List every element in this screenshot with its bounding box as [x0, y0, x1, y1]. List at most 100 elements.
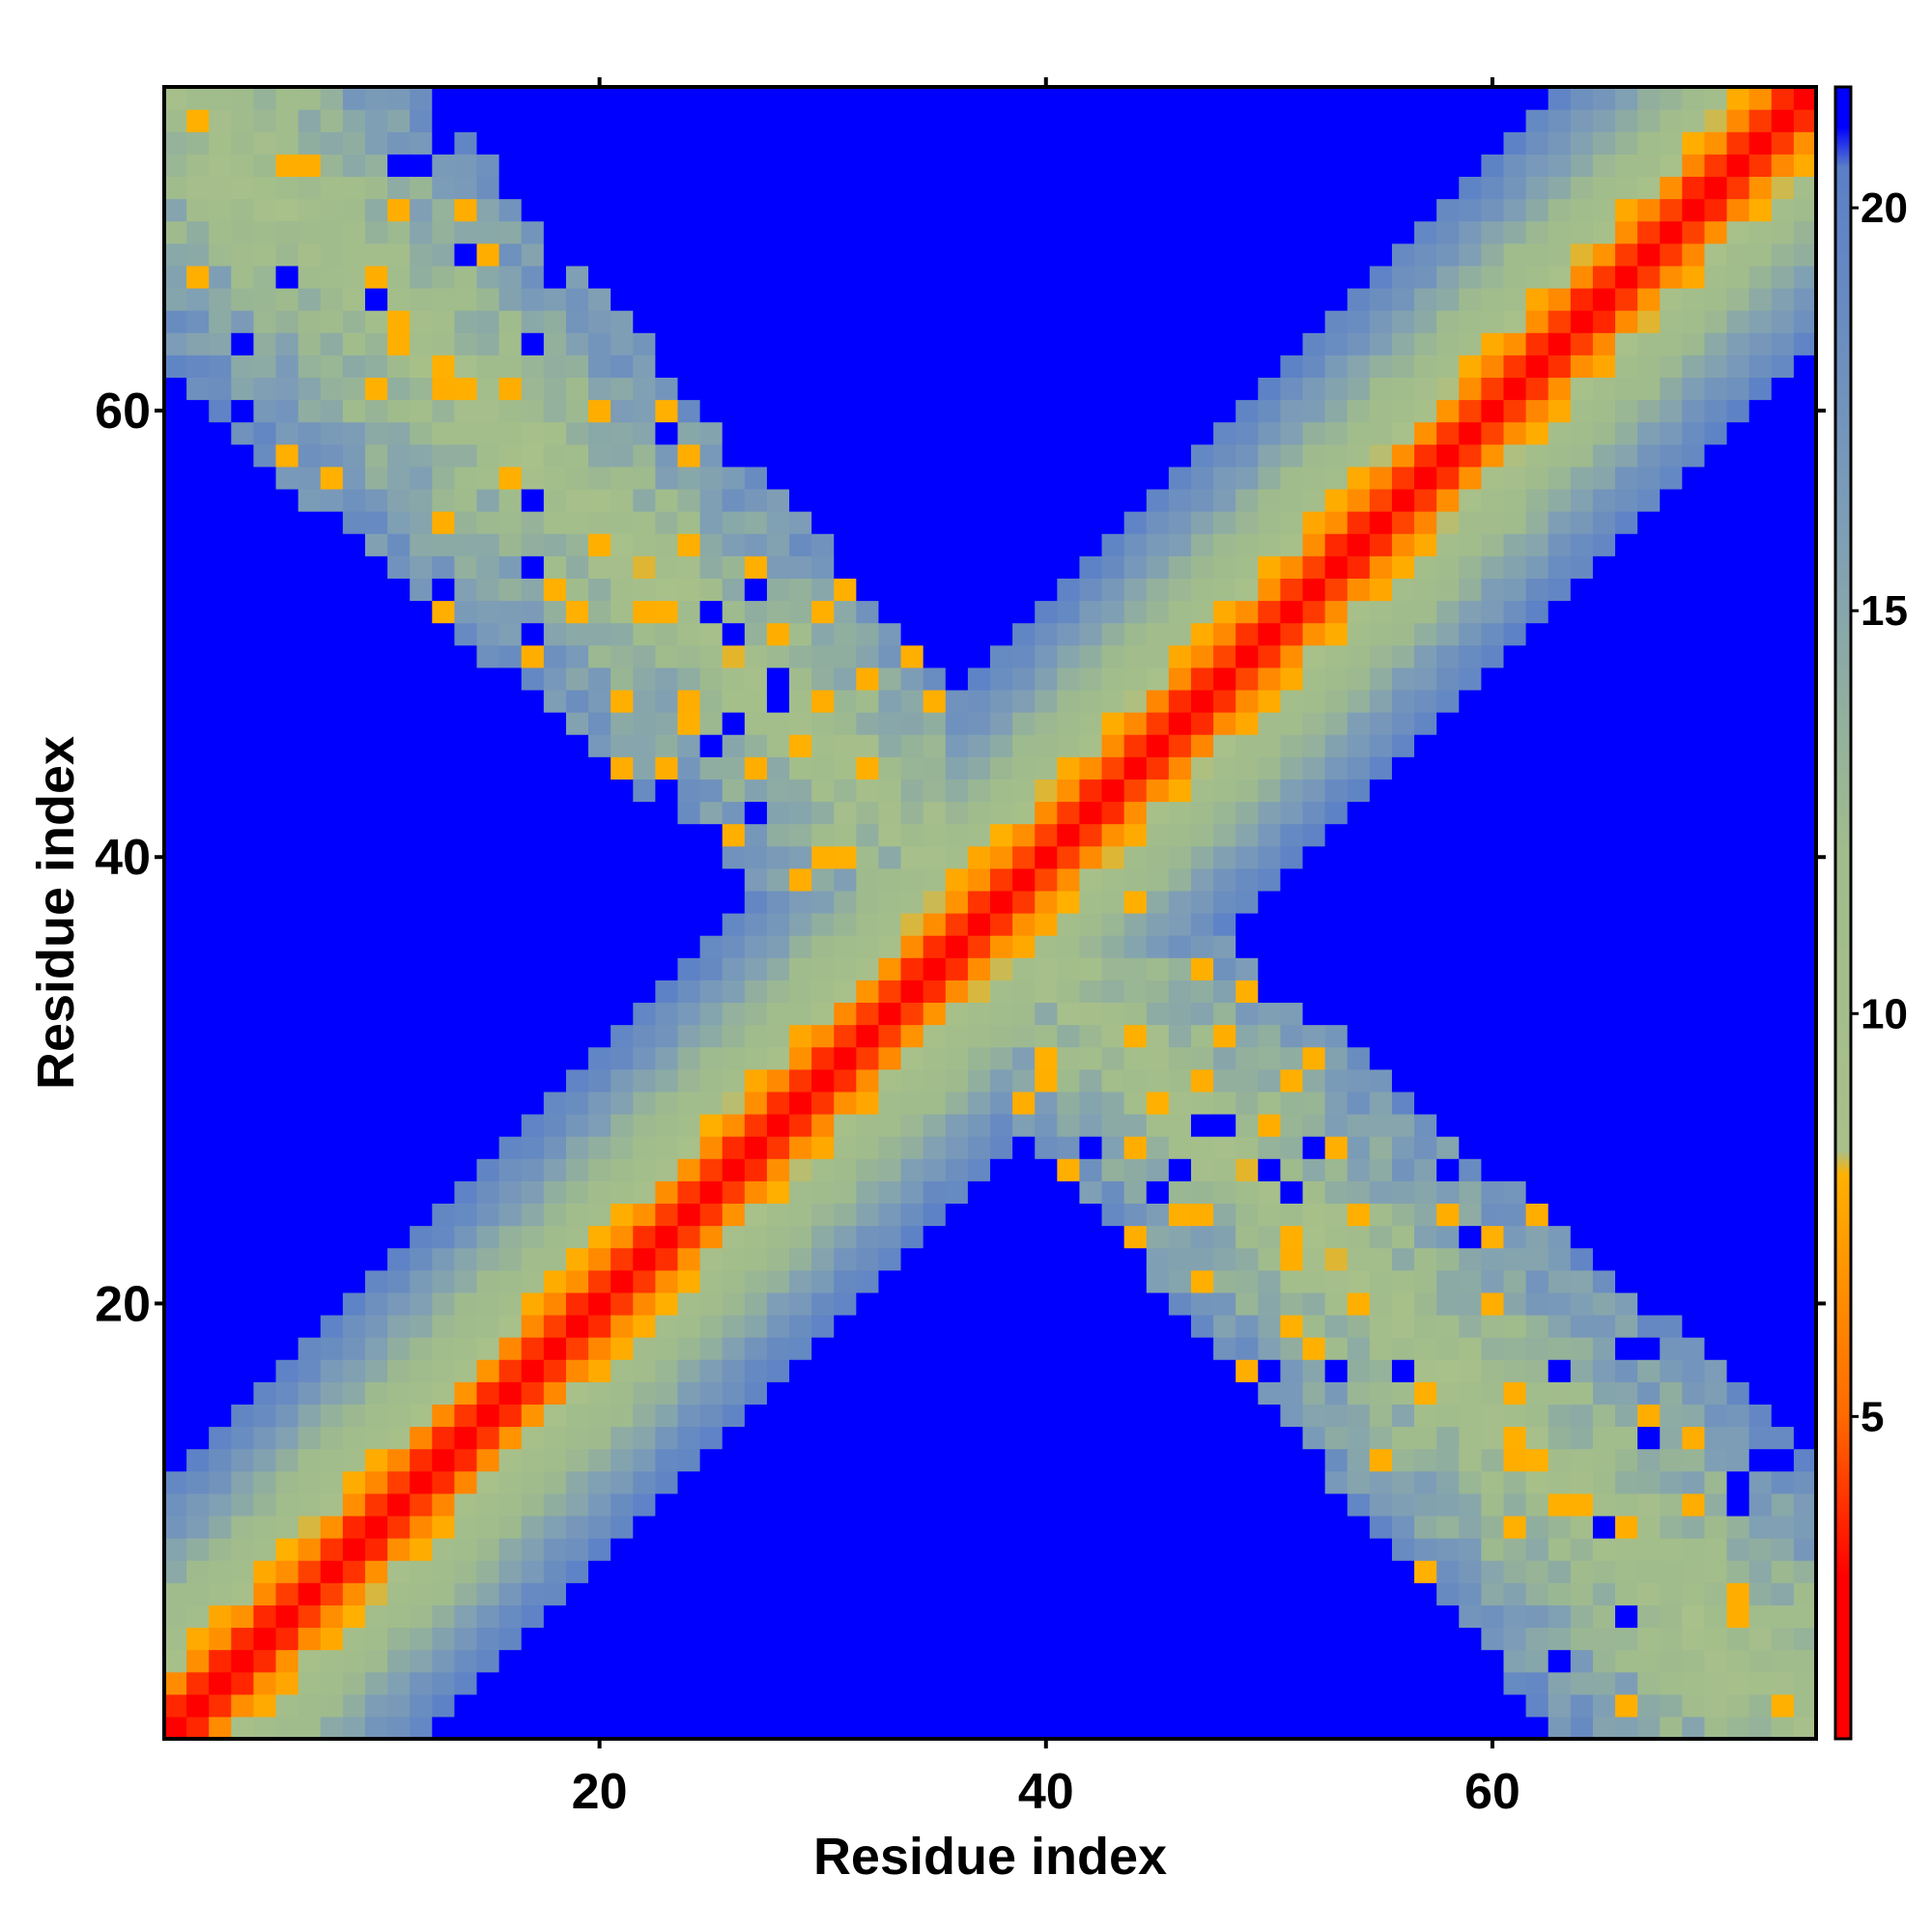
heatmap-cell: [342, 734, 366, 757]
heatmap-cell: [432, 242, 456, 267]
heatmap-cell: [1615, 220, 1638, 244]
heatmap-cell: [811, 1515, 835, 1539]
heatmap-cell: [298, 332, 322, 355]
heatmap-cell: [1637, 443, 1661, 468]
heatmap-cell: [521, 913, 545, 936]
heatmap-cell: [1012, 1292, 1036, 1316]
heatmap-cell: [1123, 310, 1148, 333]
heatmap-cell: [1258, 867, 1282, 892]
heatmap-cell: [432, 1292, 456, 1316]
heatmap-cell: [990, 1247, 1013, 1271]
heatmap-cell: [1123, 176, 1148, 200]
heatmap-cell: [967, 1693, 991, 1718]
heatmap-cell: [387, 779, 411, 803]
heatmap-cell: [320, 1426, 344, 1450]
heatmap-cell: [722, 220, 746, 244]
heatmap-cell: [1190, 176, 1214, 200]
heatmap-cell: [588, 1538, 611, 1561]
heatmap-cell: [1035, 1693, 1058, 1718]
heatmap-cell: [1213, 1269, 1236, 1293]
heatmap-cell: [1079, 355, 1103, 379]
heatmap-cell: [364, 1448, 388, 1472]
heatmap-cell: [1503, 1002, 1527, 1026]
heatmap-cell: [811, 1605, 835, 1629]
heatmap-cell: [164, 913, 187, 936]
heatmap-cell: [990, 1671, 1013, 1695]
heatmap-cell: [744, 154, 768, 178]
heatmap-cell: [565, 712, 589, 735]
heatmap-cell: [1101, 667, 1125, 691]
heatmap-cell: [454, 1448, 478, 1472]
heatmap-cell: [811, 511, 835, 534]
heatmap-cell: [1548, 712, 1572, 735]
heatmap-cell: [432, 310, 456, 333]
heatmap-cell: [1057, 935, 1081, 958]
heatmap-cell: [611, 644, 634, 668]
heatmap-cell: [1213, 1158, 1236, 1181]
heatmap-cell: [1012, 712, 1036, 735]
heatmap-cell: [766, 779, 790, 803]
heatmap-cell: [611, 1560, 634, 1583]
heatmap-cell: [834, 823, 857, 847]
heatmap-cell: [1101, 1582, 1125, 1605]
heatmap-cell: [945, 1091, 969, 1115]
heatmap-cell: [834, 1314, 857, 1338]
heatmap-cell: [1168, 823, 1192, 847]
heatmap-cell: [967, 578, 991, 602]
heatmap-cell: [1615, 890, 1638, 914]
heatmap-cell: [1637, 622, 1661, 646]
heatmap-cell: [364, 644, 388, 668]
heatmap-cell: [1168, 310, 1192, 333]
heatmap-cell: [1258, 622, 1282, 646]
heatmap-cell: [1079, 1671, 1103, 1695]
heatmap-cell: [878, 377, 902, 401]
heatmap-cell: [1101, 1716, 1125, 1740]
heatmap-cell: [811, 1716, 835, 1740]
heatmap-cell: [543, 1002, 567, 1026]
heatmap-cell: [722, 801, 746, 825]
heatmap-cell: [164, 756, 187, 780]
heatmap-cell: [1035, 1359, 1058, 1382]
heatmap-cell: [1436, 1716, 1460, 1740]
heatmap-cell: [1146, 1671, 1170, 1695]
heatmap-cell: [633, 689, 656, 713]
heatmap-cell: [1146, 1538, 1170, 1561]
heatmap-cell: [364, 1002, 388, 1026]
heatmap-cell: [834, 957, 857, 980]
heatmap-cell: [789, 1492, 812, 1517]
heatmap-cell: [1258, 332, 1282, 355]
heatmap-cell: [1280, 1158, 1304, 1181]
heatmap-cell: [476, 867, 500, 892]
heatmap-cell: [878, 779, 902, 803]
heatmap-cell: [722, 1136, 746, 1159]
heatmap-cell: [1101, 913, 1125, 936]
heatmap-cell: [432, 1180, 456, 1205]
heatmap-cell: [878, 176, 902, 200]
heatmap-cell: [1481, 265, 1505, 289]
heatmap-cell: [811, 1492, 835, 1517]
heatmap-cell: [275, 1024, 299, 1048]
heatmap-cell: [722, 1203, 746, 1227]
heatmap-cell: [811, 265, 835, 289]
heatmap-cell: [900, 1693, 924, 1718]
heatmap-cell: [1258, 644, 1282, 668]
heatmap-cell: [1190, 443, 1214, 468]
heatmap-cell: [1123, 1269, 1148, 1293]
heatmap-cell: [1615, 600, 1638, 624]
heatmap-cell: [1347, 1448, 1371, 1472]
heatmap-cell: [1414, 823, 1437, 847]
heatmap-cell: [565, 1605, 589, 1629]
heatmap-cell: [677, 1359, 701, 1382]
heatmap-cell: [699, 1091, 724, 1115]
heatmap-cell: [454, 1627, 478, 1651]
heatmap-cell: [543, 466, 567, 490]
heatmap-cell: [387, 1046, 411, 1070]
heatmap-cell: [521, 1091, 545, 1115]
heatmap-cell: [1168, 578, 1192, 602]
heatmap-cell: [1012, 1716, 1036, 1740]
heatmap-cell: [588, 734, 611, 757]
heatmap-cell: [543, 622, 567, 646]
heatmap-cell: [164, 957, 187, 980]
heatmap-cell: [565, 980, 589, 1004]
heatmap-cell: [1436, 1180, 1460, 1205]
